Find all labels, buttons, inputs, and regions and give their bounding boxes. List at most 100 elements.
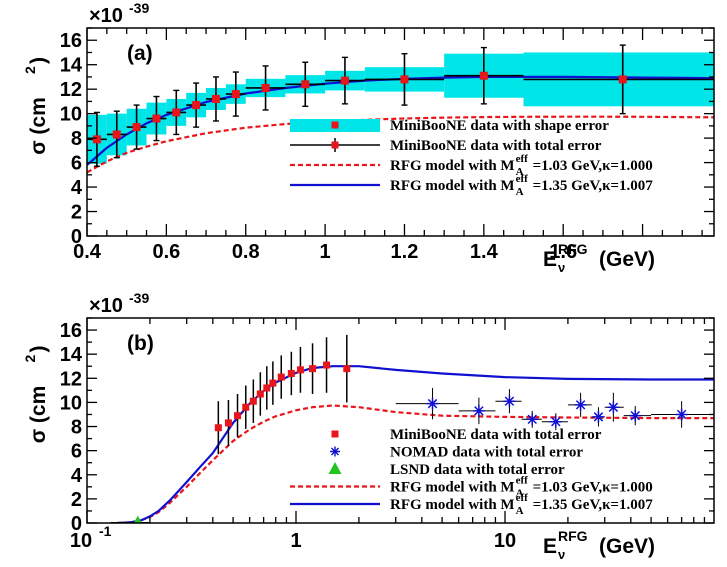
x-axis-label-super: RFG: [558, 241, 588, 257]
legend-text-sub: A: [516, 488, 524, 500]
legend-text-tail: =1.35 GeV,κ=1.007: [533, 178, 654, 194]
y-tick-label: 16: [60, 30, 82, 52]
x-axis-label-sub: ν: [558, 260, 565, 275]
y-exponent-power: -39: [129, 290, 149, 306]
y-tick-label: 10: [60, 104, 82, 126]
x-axis-label-sub: ν: [558, 547, 565, 562]
y-tick-label: 14: [60, 344, 83, 366]
y-axis-label-close: ): [27, 57, 50, 64]
miniboone-point: [323, 361, 331, 369]
miniboone-point: [343, 365, 351, 373]
y-tick-label: 8: [71, 417, 82, 439]
y-tick-label: 16: [60, 320, 82, 342]
nomad-point: [549, 415, 562, 428]
nomad-point: [592, 410, 605, 423]
miniboone-point: [277, 373, 285, 381]
x-tick-label: 0.4: [73, 241, 102, 263]
legend-text: LSND data with total error: [390, 462, 565, 478]
legend-point-swatch: [331, 141, 339, 149]
miniboone-point: [261, 83, 270, 92]
y-tick-label: 2: [71, 489, 82, 511]
x-tick-label: 1.4: [470, 241, 499, 263]
miniboone-point: [340, 76, 349, 85]
y-tick-label: 4: [71, 177, 83, 199]
x-tick-label: 0.8: [232, 241, 260, 263]
miniboone-point: [269, 379, 277, 387]
miniboone-point: [301, 80, 310, 89]
x-axis-label-unit: (GeV): [599, 248, 655, 271]
nomad-point: [675, 408, 688, 421]
y-axis-label-group: σ (cm 2): [22, 57, 50, 155]
x-axis-label: E: [543, 248, 557, 271]
miniboone-point: [112, 130, 121, 139]
legend-text: MiniBooNE data with total error: [390, 427, 602, 443]
panel-label: (a): [127, 42, 153, 65]
legend-text-sub: A: [516, 505, 524, 517]
nomad-point: [574, 398, 587, 411]
x-tick-label: 1: [290, 530, 301, 552]
x-tick-label: 1: [320, 241, 331, 263]
plot-area: [110, 334, 714, 523]
y-tick-label: 12: [60, 368, 82, 390]
miniboone-point: [231, 90, 240, 99]
miniboone-point: [618, 75, 627, 84]
y-axis-label-power: 2: [22, 66, 38, 74]
miniboone-point: [296, 366, 304, 374]
legend-point-swatch: [331, 430, 339, 438]
panel-label: (b): [127, 332, 154, 355]
legend-text-super: eff: [516, 153, 529, 165]
legend-text-tail: =1.03 GeV,κ=1.000: [533, 480, 653, 496]
x-tick-label: 1.2: [391, 241, 419, 263]
miniboone-point: [249, 397, 257, 405]
miniboone-point: [242, 403, 250, 411]
miniboone-point: [192, 101, 201, 110]
y-tick-label: 12: [60, 79, 82, 101]
legend-text-tail: =1.03 GeV,κ=1.000: [533, 158, 653, 174]
y-tick-label: 0: [71, 226, 82, 248]
y-tick-label: 2: [71, 202, 82, 224]
x-axis-label-unit: (GeV): [599, 535, 655, 558]
y-tick-label: 14: [60, 55, 83, 77]
miniboone-point: [211, 94, 220, 103]
x-tick-label: 10: [70, 530, 92, 552]
miniboone-point: [479, 71, 488, 80]
plot-area: [87, 44, 714, 174]
miniboone-point: [214, 424, 222, 432]
legend-text-super: eff: [516, 173, 529, 185]
y-tick-label: 6: [71, 441, 82, 463]
y-axis-label-power: 2: [22, 355, 38, 363]
y-axis-label: σ (cm: [27, 97, 50, 155]
x-tick-label: 10: [494, 530, 516, 552]
miniboone-point: [309, 365, 317, 373]
y-tick-label: 4: [71, 465, 83, 487]
y-axis-label-close: ): [27, 346, 50, 353]
x-axis-label-super: RFG: [558, 528, 588, 544]
rfg-model-1.03-curve: [87, 115, 714, 174]
miniboone-point: [287, 369, 295, 377]
plot-frame: [86, 317, 715, 524]
nomad-point: [426, 397, 439, 410]
legend-text-tail: =1.35 GeV,κ=1.007: [533, 497, 654, 513]
plot-frame: [86, 27, 715, 237]
legend-star-swatch: [330, 446, 340, 457]
y-exponent-label: ×10: [89, 295, 123, 317]
rfg-model-1.35-curve: [87, 75, 714, 166]
miniboone-point: [92, 135, 101, 144]
miniboone-point: [132, 123, 141, 132]
legend-text: RFG model with M: [390, 497, 515, 513]
x-axis-label: E: [543, 535, 557, 558]
lsnd-point: [133, 515, 142, 523]
nomad-point: [472, 404, 485, 417]
y-tick-label: 0: [71, 513, 82, 535]
nomad-point: [526, 413, 539, 426]
y-axis-label: σ (cm: [27, 386, 50, 444]
y-exponent-label: ×10: [89, 5, 123, 27]
legend-text-super: eff: [516, 475, 529, 487]
legend-text: MiniBooNE data with shape error: [390, 118, 609, 134]
x-tick-label: 1.6: [549, 241, 577, 263]
legend-text-sub: A: [516, 186, 524, 198]
legend-text: MiniBooNE data with total error: [390, 138, 602, 154]
